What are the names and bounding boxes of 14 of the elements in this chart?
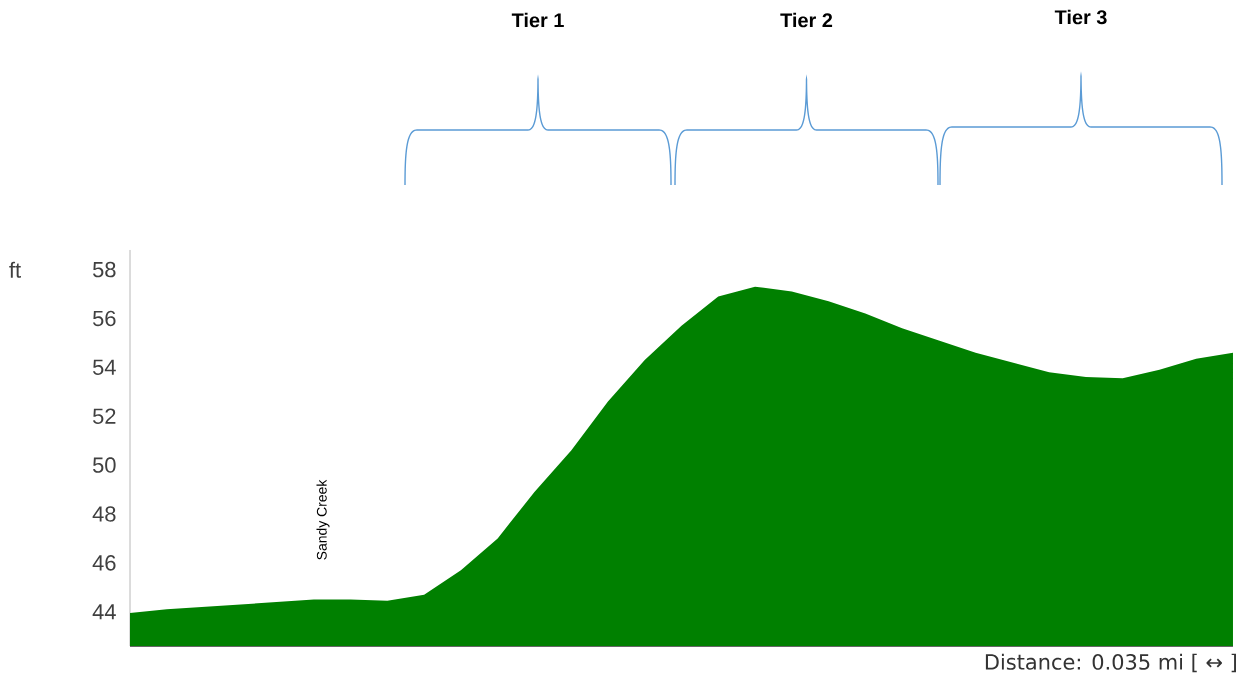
y-tick-label: 52 bbox=[92, 408, 116, 424]
text: Distance: 0.035 mi [ ↔ ] bbox=[985, 653, 1236, 673]
text: Tier 1 bbox=[511, 12, 564, 28]
y-tick-label: 50 bbox=[92, 457, 116, 473]
y-axis-title: ft bbox=[9, 261, 21, 278]
y-tick-label: 44 bbox=[92, 604, 116, 620]
y-tick-label: 58 bbox=[92, 261, 116, 278]
text: Tier 3 bbox=[1054, 9, 1107, 25]
y-tick-label: 46 bbox=[92, 555, 116, 571]
annotation: Sandy Creek bbox=[316, 479, 330, 560]
y-tick-label: 56 bbox=[92, 310, 116, 327]
text: Tier 2 bbox=[780, 12, 833, 28]
y-tick-label: 54 bbox=[92, 359, 116, 375]
y-tick-label: 48 bbox=[92, 506, 116, 522]
